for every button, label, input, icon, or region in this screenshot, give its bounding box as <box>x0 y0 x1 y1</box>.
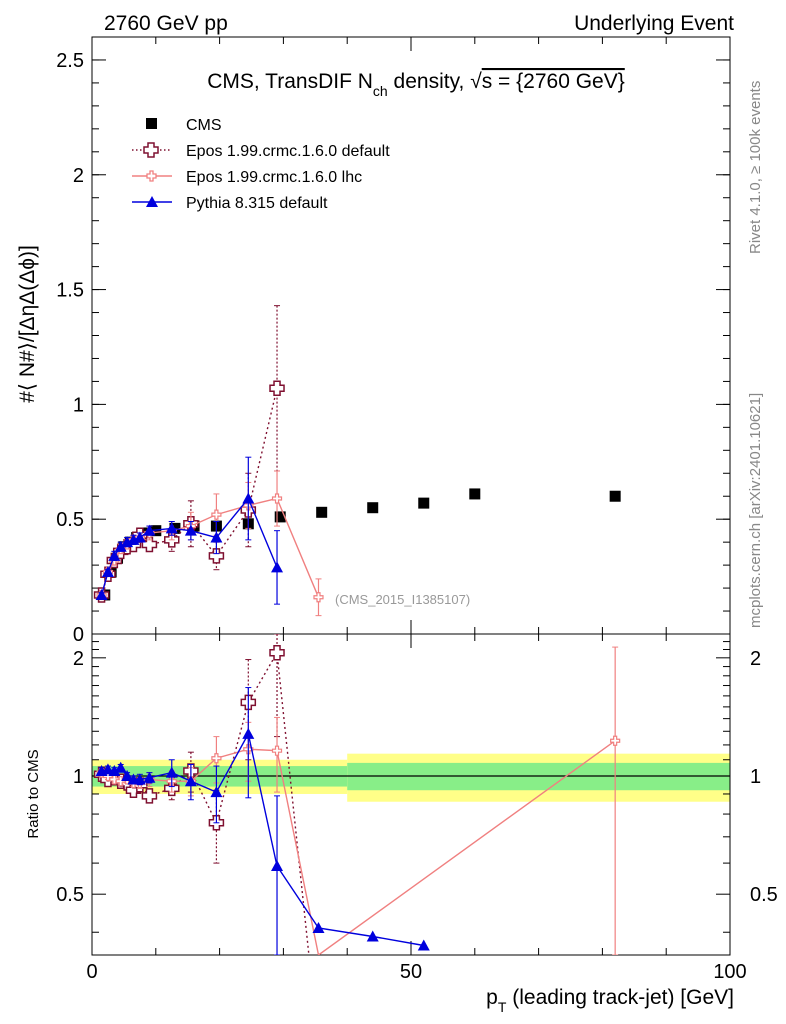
x-tick-label: 100 <box>713 961 746 983</box>
ratio-point-epos-lhc <box>211 753 222 764</box>
data-point-pythia <box>184 524 197 536</box>
ratio-y-tick-label-right: 2 <box>750 648 761 670</box>
ratio-point-pythia <box>366 930 379 942</box>
data-point-cms <box>609 490 621 502</box>
data-point-epos-default <box>208 548 225 564</box>
data-point-pythia <box>95 588 108 600</box>
series-epos-default <box>93 305 285 603</box>
ratio-y-tick-label-right: 0.5 <box>750 884 778 906</box>
y-tick-label: 0 <box>73 624 84 646</box>
data-point-epos-lhc <box>211 509 222 520</box>
header-left: 2760 GeV pp <box>104 12 228 35</box>
data-point-pythia <box>271 561 284 573</box>
ratio-point-pythia <box>108 764 121 776</box>
legend-label-cms: CMS <box>186 117 222 134</box>
ratio-point-epos-lhc <box>109 774 120 785</box>
ratio-point-pythia <box>210 786 223 798</box>
ratio-point-pythia <box>417 939 430 951</box>
legend-marker-epos-default <box>143 142 159 158</box>
ratio-point-pythia <box>133 773 146 785</box>
ratio-plot-panel: 0.5 0.5 1 1 2 2 0 50 100 Ratio to CMS <box>25 633 778 983</box>
legend-marker-cms <box>146 118 157 129</box>
ratio-y-tick-label-right: 1 <box>750 766 761 788</box>
ratio-y-axis-label: Ratio to CMS <box>25 749 42 838</box>
legend: CMS Epos 1.99.crmc.1.6.0 default Epos 1.… <box>132 117 390 212</box>
plot-title-energy: s = {2760 GeV} <box>482 70 625 93</box>
series-line-epos-default <box>100 388 278 596</box>
data-point-pythia <box>133 531 146 543</box>
data-point-epos-default <box>269 380 285 397</box>
main-plot-panel: 0 0.5 1 1.5 2 2.5 CMS, TransDIF Nch density, … <box>16 36 731 646</box>
y-tick-label: 1 <box>73 394 84 416</box>
data-point-cms <box>274 511 286 523</box>
series-pythia <box>95 456 284 605</box>
ratio-plot-series <box>93 634 621 955</box>
data-point-cms <box>316 506 328 518</box>
analysis-reference: (CMS_2015_I1385107) <box>335 592 470 607</box>
ratio-line-epos-default <box>101 650 310 955</box>
legend-label-pythia: Pythia 8.315 default <box>186 195 328 212</box>
main-plot-series <box>93 305 621 617</box>
data-point-cms <box>469 488 481 500</box>
data-point-pythia <box>101 566 114 578</box>
plot-title: CMS, TransDIF Nch density, √s = {2760 Ge… <box>207 70 625 99</box>
plot-title-main: CMS, TransDIF N <box>207 70 373 93</box>
data-point-epos-lhc <box>313 592 324 603</box>
rivet-version-label: Rivet 4.1.0, ≥ 100k events <box>747 81 764 254</box>
ratio-point-pythia <box>165 766 178 778</box>
x-axis-label: pT (leading track-jet) [GeV] <box>486 986 734 1015</box>
data-point-pythia <box>210 531 223 543</box>
ratio-point-pythia <box>143 771 156 783</box>
ratio-axis-ticks: 0.5 0.5 1 1 2 2 0 50 100 <box>56 634 778 983</box>
y-tick-label: 2 <box>73 165 84 187</box>
x-tick-label: 50 <box>400 961 422 983</box>
ratio-point-pythia <box>184 775 197 787</box>
data-point-pythia <box>242 492 255 504</box>
plot-title-subscript: ch <box>373 83 388 99</box>
ratio-y-tick-label: 1 <box>73 766 84 788</box>
main-axis-ticks: 0 0.5 1 1.5 2 2.5 <box>56 36 731 646</box>
data-point-pythia <box>165 522 178 534</box>
ratio-point-pythia <box>114 761 127 773</box>
y-tick-label: 1.5 <box>56 280 84 302</box>
main-y-axis-label: #⟨ N#⟩/[ΔηΔ(Δϕ)] <box>16 245 39 403</box>
x-axis-label-p: p <box>486 986 498 1009</box>
ratio-point-epos-default <box>269 645 285 661</box>
ratio-point-epos-lhc <box>271 745 283 756</box>
ratio-y-tick-label: 0.5 <box>56 884 84 906</box>
x-axis-label-subscript: T <box>498 999 507 1015</box>
y-tick-label: 2.5 <box>56 50 84 72</box>
header-right: Underlying Event <box>574 12 734 35</box>
data-point-pythia <box>143 524 156 536</box>
ratio-point-epos-lhc <box>610 735 621 746</box>
data-point-pythia <box>114 540 127 552</box>
mcplots-source-label: mcplots.cern.ch [arXiv:2401.10621] <box>747 393 764 628</box>
x-axis-label-rest: (leading track-jet) [GeV] <box>506 986 734 1009</box>
ratio-series-pythia <box>95 687 430 955</box>
legend-label-epos-lhc: Epos 1.99.crmc.1.6.0 lhc <box>186 169 362 186</box>
ratio-point-pythia <box>312 922 325 934</box>
ratio-point-epos-default <box>141 788 158 804</box>
ratio-point-pythia <box>271 859 284 871</box>
legend-label-epos-default: Epos 1.99.crmc.1.6.0 default <box>186 143 390 160</box>
ratio-point-pythia <box>121 770 134 782</box>
series-cms <box>99 488 621 601</box>
legend-marker-pythia <box>146 196 158 207</box>
x-tick-label: 0 <box>86 961 97 983</box>
ratio-y-tick-label: 2 <box>73 648 84 670</box>
data-point-cms <box>418 497 430 509</box>
data-point-epos-lhc <box>271 493 283 504</box>
data-point-pythia <box>108 549 121 561</box>
data-point-cms <box>367 502 379 514</box>
ratio-point-pythia <box>242 727 255 739</box>
y-tick-label: 0.5 <box>56 509 84 531</box>
sqrt-symbol: √ <box>470 70 482 93</box>
legend-marker-epos-lhc <box>146 170 157 182</box>
plot-title-density: density, <box>388 70 470 93</box>
